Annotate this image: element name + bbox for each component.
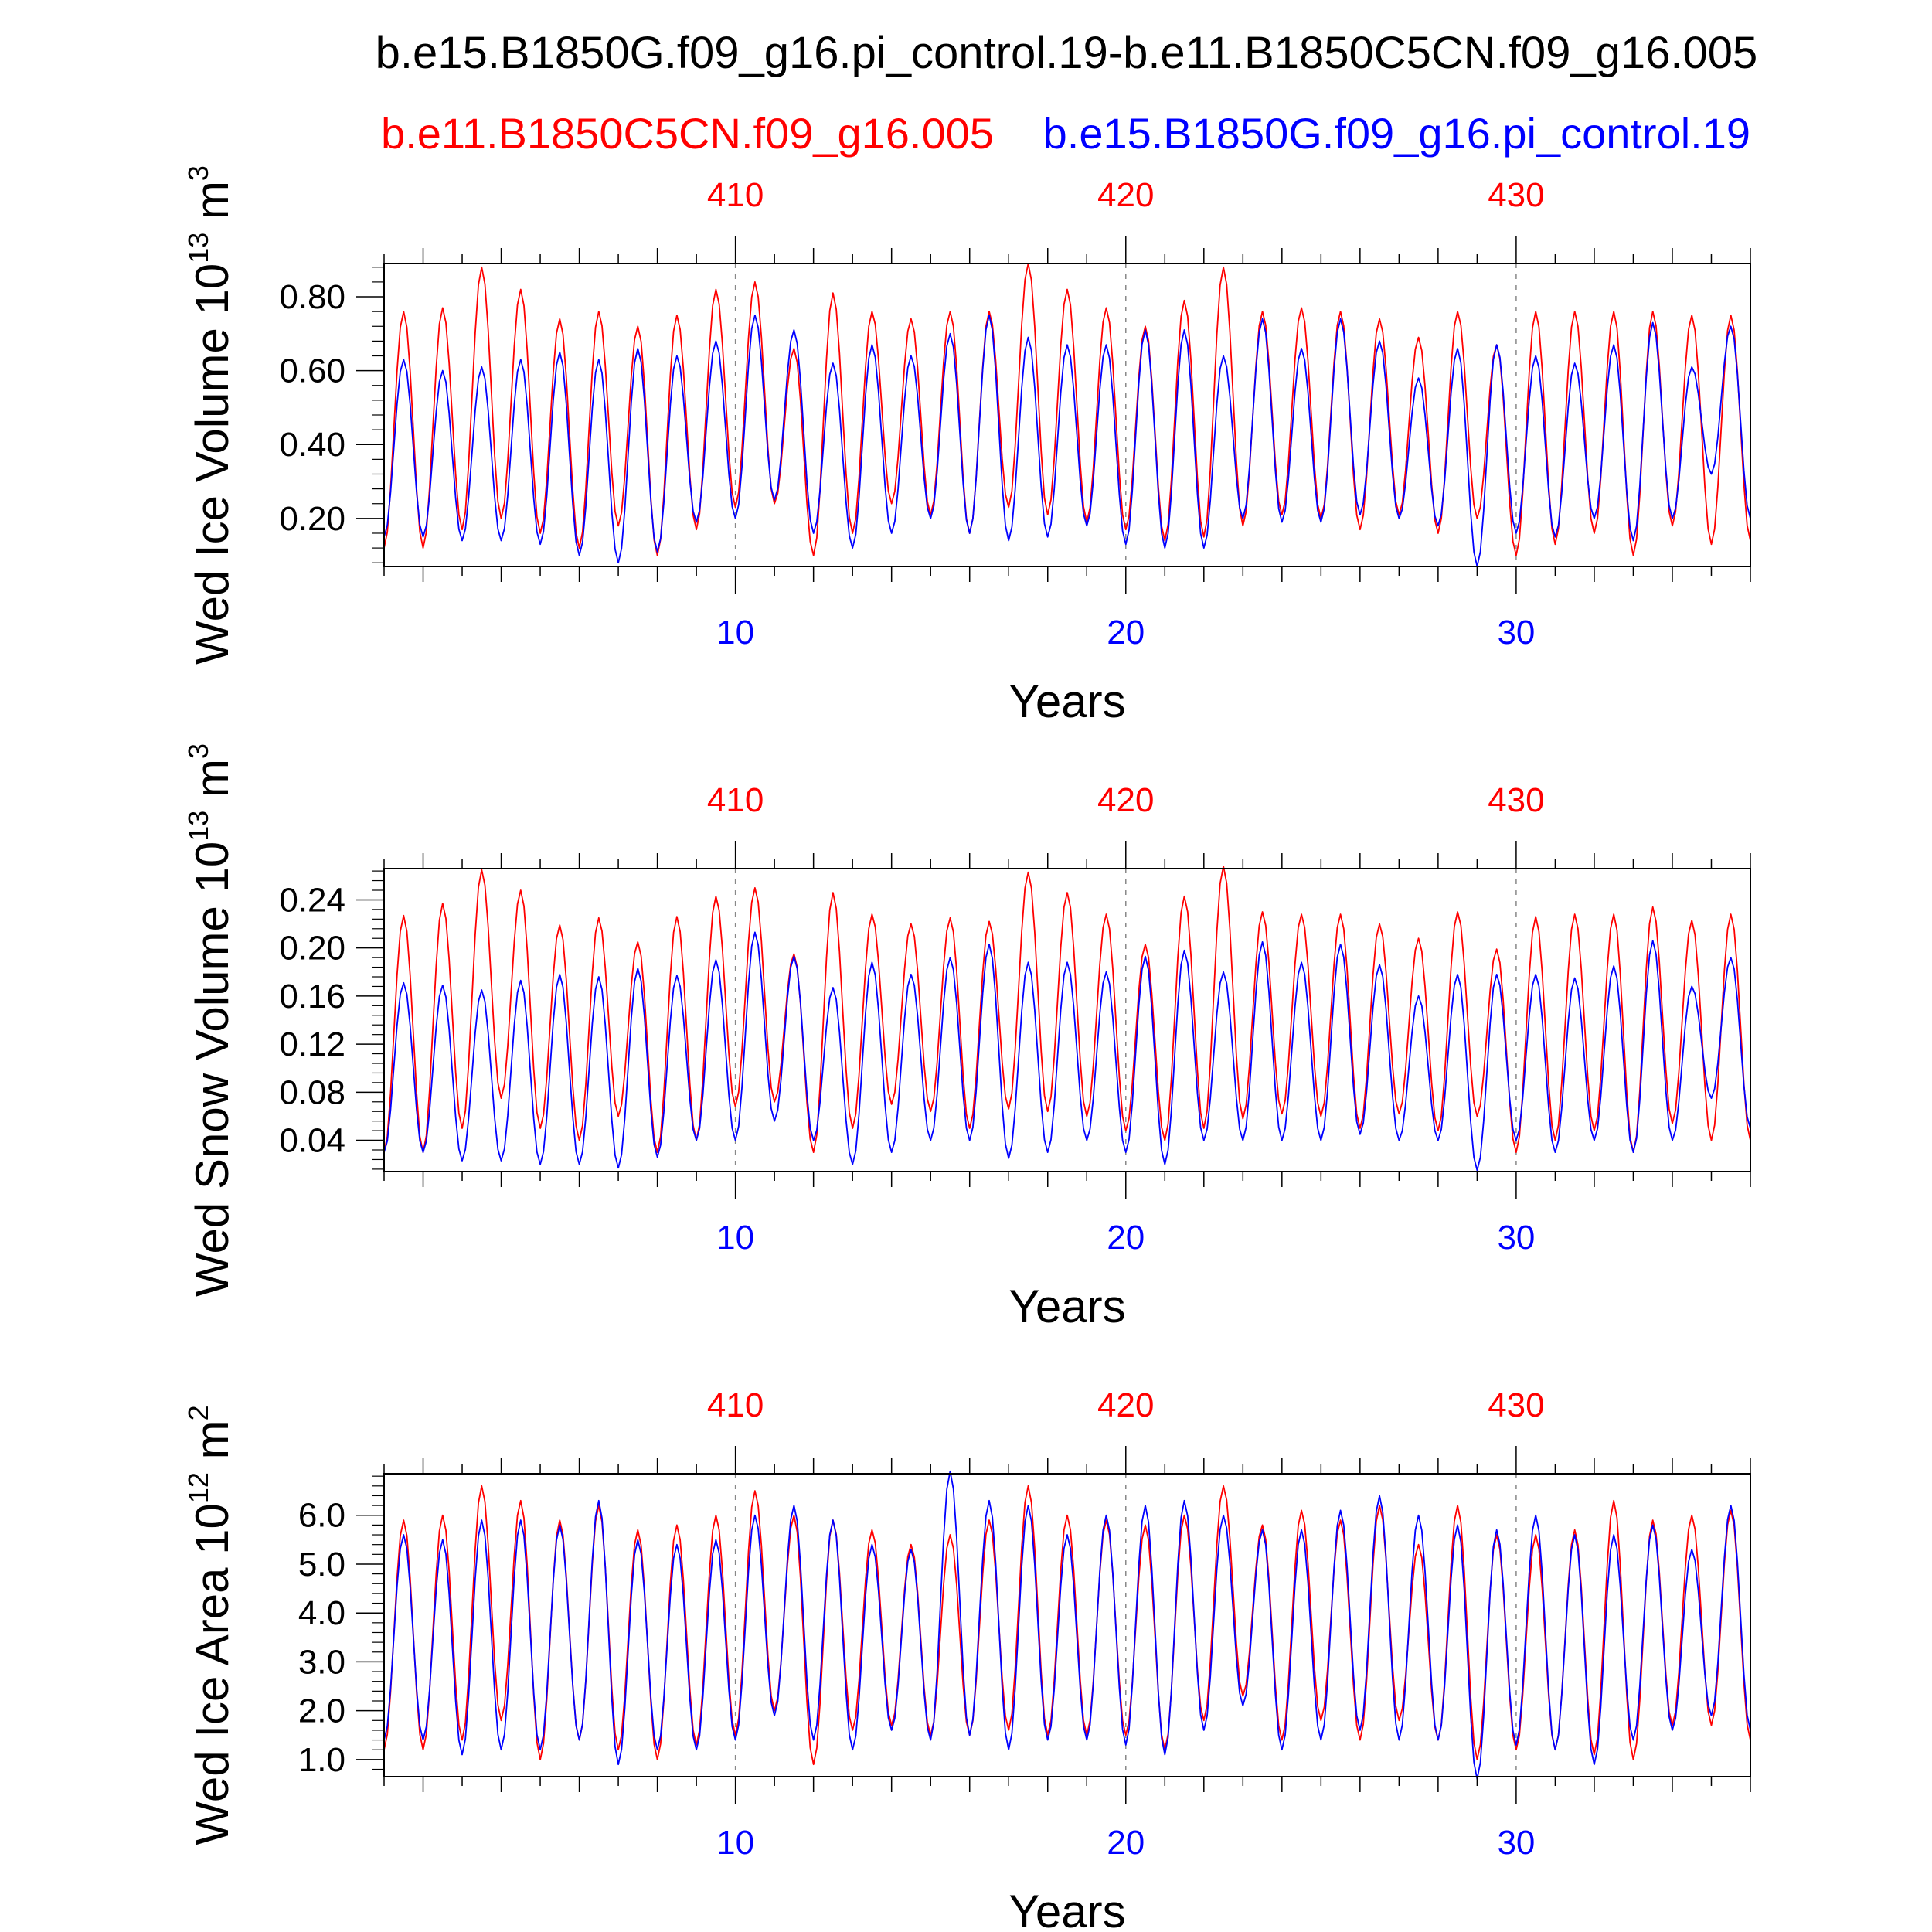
y-tick-label: 0.20 — [279, 500, 345, 538]
x-tick-label-top: 410 — [707, 1386, 764, 1424]
y-tick-label: 0.80 — [279, 278, 345, 316]
x-tick-label-bottom: 10 — [716, 1219, 754, 1257]
x-tick-label-bottom: 30 — [1497, 614, 1535, 651]
y-axis-title-unit: m — [186, 759, 238, 811]
y-axis-title-main: Wed Ice Volume 10 — [186, 264, 238, 665]
x-tick-label-top: 420 — [1097, 1386, 1154, 1424]
y-tick-label: 0.40 — [279, 426, 345, 464]
y-tick-label: 0.20 — [279, 930, 345, 968]
y-axis-title-unit: m — [186, 181, 238, 233]
figure-title: b.e15.B1850G.f09_g16.pi_control.19-b.e11… — [376, 28, 1758, 78]
x-tick-label-top: 420 — [1097, 781, 1154, 819]
y-axis-title-unit-exponent: 3 — [182, 165, 214, 181]
plot-frame — [383, 1473, 1751, 1777]
y-tick-label: 6.0 — [298, 1497, 345, 1535]
y-axis-title-unit: m — [186, 1420, 238, 1472]
panel-1: 10 20 30 410 420 430 0.20 0.40 0.60 0.80 Years Wed … — [182, 165, 1751, 727]
y-tick-label: 5.0 — [298, 1546, 345, 1583]
x-tick-label-bottom: 20 — [1107, 614, 1145, 651]
y-tick-label: 1.0 — [298, 1741, 345, 1779]
x-axis-title: Years — [1009, 675, 1125, 727]
x-tick-label-top: 410 — [707, 176, 764, 214]
x-tick-label-bottom: 30 — [1497, 1219, 1535, 1257]
x-axis-title: Years — [1009, 1886, 1125, 1932]
y-tick-label: 0.12 — [279, 1026, 345, 1063]
y-tick-label: 0.08 — [279, 1073, 345, 1111]
x-tick-label-bottom: 10 — [716, 1824, 754, 1862]
x-tick-label-bottom: 20 — [1107, 1219, 1145, 1257]
y-axis-title-main: Wed Snow Volume 10 — [186, 842, 238, 1297]
series-line-blue — [383, 1470, 1751, 1781]
y-tick-label: 0.24 — [279, 881, 345, 919]
y-axis-title: Wed Ice Volume 1013 m3 — [182, 165, 238, 665]
x-axis-title: Years — [1009, 1281, 1125, 1332]
legend-blue-label: b.e15.B1850G.f09_g16.pi_control.19 — [1043, 109, 1750, 158]
y-axis-title: Wed Snow Volume 1013 m3 — [182, 743, 238, 1297]
panel-2: 10 20 30 410 420 430 0.04 0.08 0.12 0.16 0.20 0.24 Y… — [182, 743, 1751, 1332]
y-tick-label: 4.0 — [298, 1594, 345, 1632]
plot-frame — [383, 263, 1751, 567]
series-line-blue — [383, 314, 1751, 567]
panel-3: 10 20 30 410 420 430 1.0 2.0 3.0 4.0 5.0 6.0 Years We… — [182, 1386, 1751, 1932]
y-tick-label: 0.04 — [279, 1122, 345, 1160]
x-tick-label-bottom: 30 — [1497, 1824, 1535, 1862]
y-tick-label: 3.0 — [298, 1643, 345, 1681]
x-tick-label-bottom: 10 — [716, 614, 754, 651]
x-tick-label-top: 420 — [1097, 176, 1154, 214]
legend-red-label: b.e11.B1850C5CN.f09_g16.005 — [381, 109, 994, 158]
x-tick-label-top: 430 — [1488, 781, 1544, 819]
y-axis-title-unit-exponent: 2 — [182, 1405, 214, 1420]
series-line-red — [383, 263, 1751, 556]
y-axis-title-main: Wed Ice Area 10 — [186, 1503, 238, 1845]
x-tick-label-top: 430 — [1488, 1386, 1544, 1424]
series-line-red — [383, 866, 1751, 1153]
x-tick-label-top: 430 — [1488, 176, 1544, 214]
x-tick-label-bottom: 20 — [1107, 1824, 1145, 1862]
y-axis-title-exponent: 12 — [182, 1472, 214, 1503]
x-tick-label-top: 410 — [707, 781, 764, 819]
y-axis-title-exponent: 13 — [182, 233, 214, 264]
y-tick-label: 0.16 — [279, 978, 345, 1015]
y-axis-title-exponent: 13 — [182, 811, 214, 842]
plot-frame — [383, 868, 1751, 1172]
y-tick-label: 0.60 — [279, 352, 345, 390]
y-tick-label: 2.0 — [298, 1692, 345, 1730]
y-axis-title-unit-exponent: 3 — [182, 743, 214, 759]
y-axis-title: Wed Ice Area 1012 m2 — [182, 1405, 238, 1845]
series-line-blue — [383, 931, 1751, 1172]
